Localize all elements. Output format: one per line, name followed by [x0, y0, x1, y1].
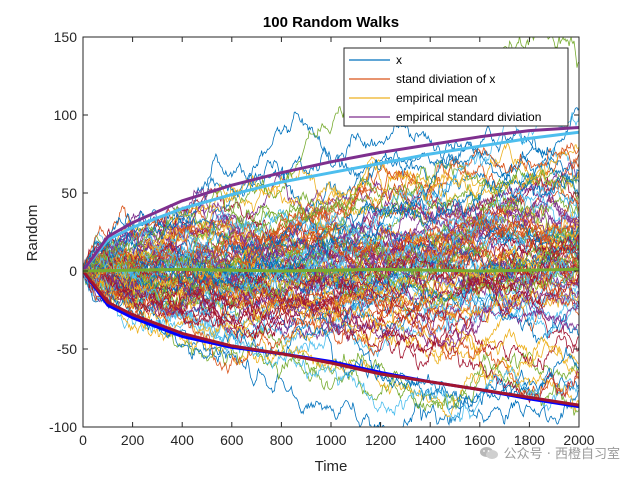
random-walk-line — [83, 196, 579, 299]
random-walk-line — [83, 268, 579, 403]
random-walk-line — [83, 107, 579, 272]
random-walk-line — [83, 197, 579, 319]
x-tick-label: 1600 — [464, 432, 495, 448]
legend: x stand diviation of x empirical mean em… — [343, 47, 569, 127]
x-tick-label: 600 — [220, 432, 244, 448]
x-tick-label: 2000 — [563, 432, 594, 448]
random-walk-line — [83, 193, 579, 342]
x-tick-label: 800 — [270, 432, 294, 448]
x-tick-label: 400 — [171, 432, 195, 448]
random-walk-line — [83, 232, 579, 310]
legend-label-x: x — [396, 53, 402, 67]
y-tick-label: 0 — [69, 263, 77, 279]
random-walk-line — [83, 216, 579, 277]
random-walk-line — [83, 241, 579, 327]
random-walk-line — [83, 242, 579, 314]
y-tick-label: 50 — [61, 185, 77, 201]
random-walk-line — [83, 182, 579, 273]
envelope-line — [83, 126, 579, 273]
random-walk-line — [83, 167, 579, 280]
y-tick-label: 150 — [54, 29, 78, 45]
chart-title: 100 Random Walks — [263, 14, 399, 31]
x-tick-label: 1200 — [365, 432, 396, 448]
envelope-line — [83, 130, 579, 273]
watermark-text: 公众号 · 西橙自习室 — [503, 447, 620, 462]
legend-label-std: stand diviation of x — [396, 72, 495, 86]
random-walk-line — [83, 265, 579, 423]
random-walk-line — [83, 182, 579, 282]
random-walk-line — [83, 270, 579, 398]
random-walk-line — [83, 209, 579, 324]
x-tick-label: 0 — [79, 432, 87, 448]
y-axis-label: Random — [24, 205, 41, 262]
y-tick-label: -50 — [57, 341, 77, 357]
envelope-line — [83, 269, 579, 407]
x-axis-label: Time — [315, 458, 348, 475]
random-walk-line — [83, 236, 579, 330]
x-tick-label: 1800 — [514, 432, 545, 448]
random-walk-line — [83, 174, 579, 291]
legend-box — [343, 47, 569, 127]
legend-label-mean: empirical mean — [396, 91, 477, 105]
random-walk-line — [83, 263, 579, 418]
x-tick-label: 1000 — [315, 432, 346, 448]
random-walk-line — [83, 160, 579, 295]
envelope-curves — [83, 126, 579, 409]
x-tick-label: 1400 — [415, 432, 446, 448]
wechat-icon — [479, 446, 498, 459]
y-tick-label: 100 — [54, 107, 78, 123]
axes: 0 200 400 600 800 1000 1200 1400 1600 1800 2000-10… — [49, 29, 595, 448]
legend-label-emp-std: empirical standard diviation — [396, 110, 541, 124]
envelope-line — [83, 267, 579, 273]
watermark: 公众号 · 西橙自习室 — [479, 443, 620, 462]
plot-area — [83, 37, 579, 427]
random-walk-line — [83, 216, 579, 288]
y-tick-label: -100 — [49, 419, 77, 435]
x-tick-label: 200 — [121, 432, 145, 448]
